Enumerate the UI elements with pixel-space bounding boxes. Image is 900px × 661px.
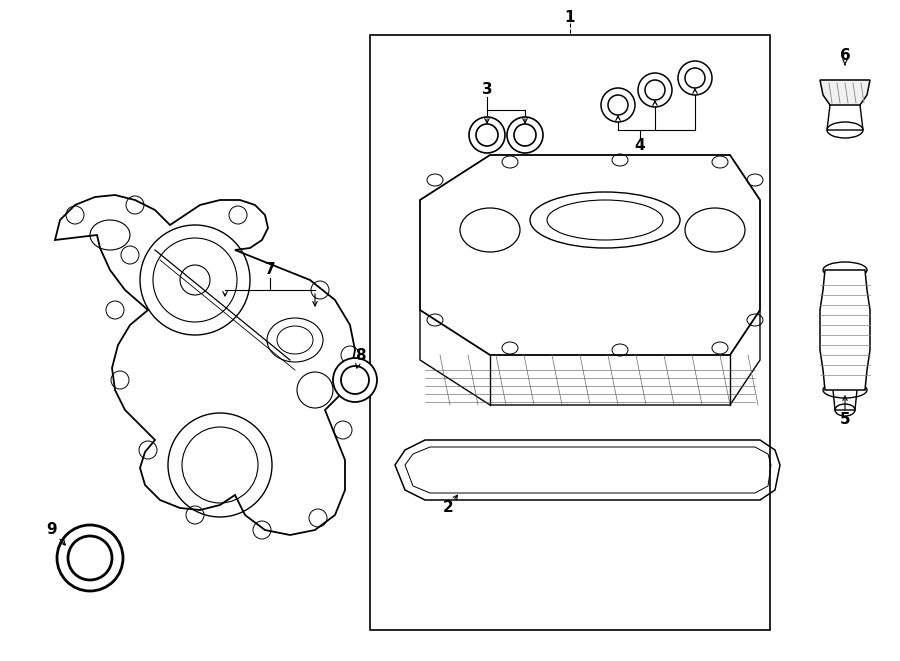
Ellipse shape: [608, 95, 628, 115]
Ellipse shape: [823, 382, 867, 398]
Ellipse shape: [57, 525, 123, 591]
Ellipse shape: [827, 122, 863, 138]
Ellipse shape: [601, 88, 635, 122]
Ellipse shape: [514, 124, 536, 146]
Ellipse shape: [638, 73, 672, 107]
Text: 9: 9: [47, 522, 58, 537]
Ellipse shape: [341, 366, 369, 394]
Text: 3: 3: [482, 83, 492, 98]
Ellipse shape: [333, 358, 377, 402]
Text: 7: 7: [265, 262, 275, 278]
Polygon shape: [820, 80, 870, 105]
Ellipse shape: [685, 68, 705, 88]
Ellipse shape: [645, 80, 665, 100]
Ellipse shape: [507, 117, 543, 153]
Ellipse shape: [476, 124, 498, 146]
Text: 4: 4: [634, 137, 645, 153]
Polygon shape: [820, 270, 870, 390]
Text: 6: 6: [840, 48, 850, 63]
Text: 2: 2: [443, 500, 454, 516]
Ellipse shape: [823, 262, 867, 278]
Ellipse shape: [678, 61, 712, 95]
Ellipse shape: [469, 117, 505, 153]
Text: 8: 8: [355, 348, 365, 362]
Text: 5: 5: [840, 412, 850, 428]
Ellipse shape: [68, 536, 112, 580]
Text: 1: 1: [565, 11, 575, 26]
Bar: [370, 35, 770, 630]
